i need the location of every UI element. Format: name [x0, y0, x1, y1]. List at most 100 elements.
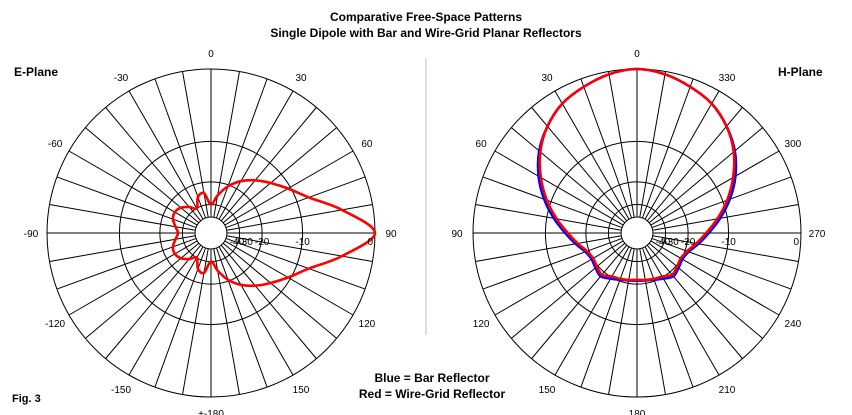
grid-spoke: [650, 150, 780, 226]
grid-spoke: [639, 248, 666, 395]
grid-spoke: [154, 78, 207, 219]
grid-spoke: [218, 90, 294, 220]
grid-ring-center: [194, 216, 228, 250]
db-tick-label: -40: [656, 237, 671, 248]
pattern-series-line: [538, 67, 736, 282]
db-tick-label: -10: [721, 237, 736, 248]
grid-spoke: [49, 204, 196, 231]
grid-spoke: [644, 246, 720, 376]
angle-tick-label: 150: [293, 385, 310, 396]
grid-spoke: [222, 127, 337, 224]
angle-tick-label: 90: [451, 229, 463, 240]
grid-spoke: [641, 78, 694, 219]
grid-spoke: [225, 237, 366, 290]
grid-spoke: [652, 235, 799, 262]
grid-spoke: [222, 242, 337, 339]
grid-spoke: [475, 235, 622, 262]
db-tick-label: -10: [295, 237, 310, 248]
angle-tick-label: 330: [719, 73, 736, 84]
db-tick-label: -20: [255, 237, 270, 248]
grid-spoke: [608, 248, 635, 395]
grid-spoke: [475, 204, 622, 231]
angle-tick-label: 90: [385, 229, 397, 240]
angle-tick-label: -150: [111, 385, 131, 396]
angle-tick-label: -120: [45, 319, 65, 330]
angle-tick-label: 0: [634, 49, 640, 60]
angle-tick-label: 300: [785, 139, 802, 150]
angle-tick-label: -60: [48, 139, 63, 150]
e-plane-label: E-Plane: [14, 65, 58, 79]
grid-spoke: [580, 78, 633, 219]
db-tick-label: -30: [238, 237, 253, 248]
grid-spoke: [128, 246, 204, 376]
angle-tick-label: 30: [541, 73, 553, 84]
grid-spoke: [641, 247, 694, 388]
grid-spoke: [580, 247, 633, 388]
grid-spoke: [215, 78, 268, 219]
angle-tick-label: 60: [476, 139, 488, 150]
grid-spoke: [220, 107, 317, 222]
grid-spoke: [220, 244, 317, 359]
grid-spoke: [213, 71, 240, 218]
angle-tick-label: -90: [24, 229, 39, 240]
angle-tick-label: 60: [361, 139, 373, 150]
h-plane-label: H-Plane: [778, 65, 823, 79]
angle-tick-label: 150: [539, 385, 556, 396]
angle-tick-label: 0: [208, 49, 214, 60]
angle-tick-label: 30: [295, 73, 307, 84]
angle-tick-label: 120: [473, 319, 490, 330]
grid-spoke: [105, 244, 202, 359]
h-plane-polar-chart: 03303002702402101801501209060300-10-20-3…: [451, 49, 825, 415]
grid-spoke: [650, 240, 780, 316]
grid-spoke: [105, 107, 202, 222]
grid-spoke: [648, 127, 763, 224]
grid-spoke: [639, 71, 666, 218]
legend-red-text: Red = Wire-Grid Reflector: [359, 387, 506, 401]
grid-spoke: [226, 235, 373, 262]
grid-spoke: [215, 247, 268, 388]
grid-spoke: [644, 90, 720, 220]
grid-spoke: [482, 176, 623, 229]
grid-spoke: [608, 71, 635, 218]
angle-tick-label: -30: [114, 73, 129, 84]
grid-spoke: [218, 246, 294, 376]
db-tick-label: -30: [664, 237, 679, 248]
grid-spoke: [213, 248, 240, 395]
title-line-2: Single Dipole with Bar and Wire-Grid Pla…: [270, 26, 582, 40]
grid-spoke: [651, 176, 792, 229]
grid-spoke: [226, 204, 373, 231]
e-plane-polar-chart: 0 30 60 90 120 150 +-180 -150 -120 -90 -60 -30 0 -10 -…: [24, 49, 397, 415]
grid-spoke: [531, 244, 628, 359]
grid-spoke: [128, 90, 204, 220]
db-tick-label: -40: [230, 237, 245, 248]
grid-spoke: [554, 246, 630, 376]
grid-spoke: [511, 127, 626, 224]
angle-tick-label: 120: [359, 319, 376, 330]
grid-spoke: [494, 240, 624, 316]
grid-spoke: [651, 237, 792, 290]
grid-spoke: [646, 244, 743, 359]
angle-tick-label: 270: [809, 229, 826, 240]
angle-tick-label: +-180: [198, 409, 224, 415]
grid-spoke: [554, 90, 630, 220]
angle-tick-label: 240: [785, 319, 802, 330]
grid-spoke: [511, 242, 626, 339]
grid-spoke: [648, 242, 763, 339]
pattern-series-line: [171, 178, 377, 288]
grid-spoke: [652, 204, 799, 231]
grid-spoke: [225, 176, 366, 229]
grid-ring-center: [620, 216, 654, 250]
figure-number: Fig. 3: [12, 393, 41, 405]
db-tick-label: 0: [367, 237, 373, 248]
grid-spoke: [154, 247, 207, 388]
title-line-1: Comparative Free-Space Patterns: [330, 10, 522, 24]
angle-tick-label: 180: [629, 409, 646, 415]
angle-tick-label: 210: [719, 385, 736, 396]
grid-spoke: [49, 235, 196, 262]
legend-blue-text: Blue = Bar Reflector: [374, 371, 489, 385]
grid-spoke: [494, 150, 624, 226]
db-tick-label: 0: [793, 237, 799, 248]
grid-spoke: [482, 237, 623, 290]
db-tick-label: -20: [681, 237, 696, 248]
